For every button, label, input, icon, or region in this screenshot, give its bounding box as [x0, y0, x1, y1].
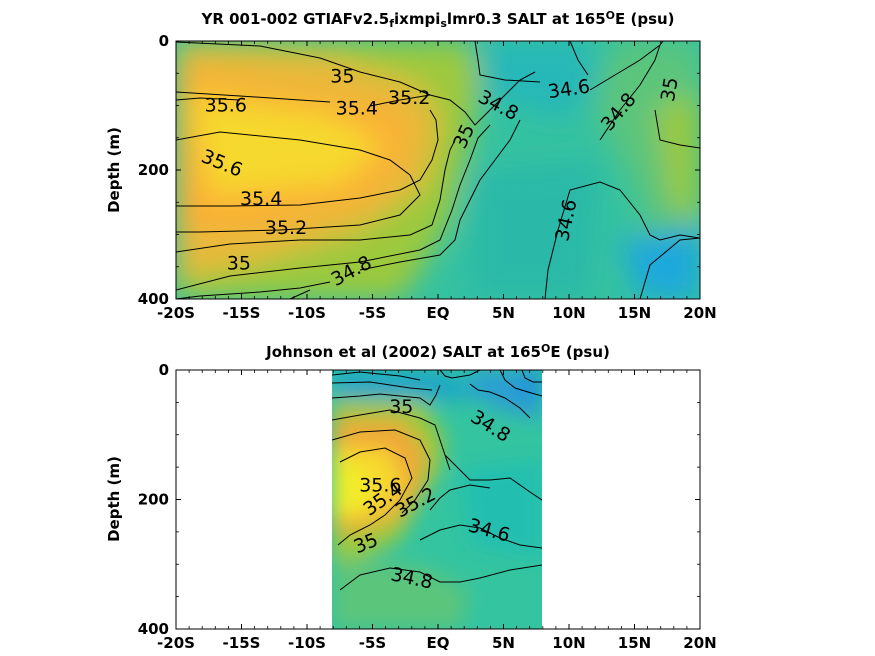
- contour-label: 35: [657, 76, 683, 104]
- x-tick-label: 20N: [683, 634, 716, 652]
- x-tick-label: -10S: [288, 634, 326, 652]
- contour-label: 35.4: [336, 98, 378, 120]
- y-axis-label: Depth (m): [105, 127, 123, 213]
- title-segment: Johnson et al (2002) SALT at 165: [265, 343, 541, 361]
- x-axis-ticks: -20S -15S -10S -5S EQ 5N 10N 15N 20N: [157, 370, 717, 652]
- x-tick-label: 20N: [683, 304, 716, 322]
- panel-model-title: YR 001-002 GTIAFv2.5fixmpislmr0.3 SALT a…: [200, 9, 674, 30]
- x-tick-label: -15S: [223, 304, 261, 322]
- y-tick-label: 200: [138, 161, 169, 179]
- title-segment: lmr0.3 SALT at 165: [447, 10, 606, 28]
- x-tick-label: -15S: [223, 634, 261, 652]
- title-segment: E (psu): [615, 10, 675, 28]
- panel-observed: Johnson et al (2002) SALT at 165OE (psu): [105, 342, 717, 652]
- x-tick-label: 10N: [552, 634, 585, 652]
- contour-label: 35: [330, 65, 354, 87]
- field-shading: [176, 41, 700, 299]
- y-tick-label: 0: [159, 361, 169, 379]
- title-segment: E (psu): [550, 343, 610, 361]
- contour-label: 35: [227, 253, 251, 275]
- x-tick-label: 5N: [492, 304, 515, 322]
- x-tick-label: -10S: [288, 304, 326, 322]
- title-segment: O: [541, 342, 550, 355]
- x-tick-label: -20S: [157, 634, 195, 652]
- contour-label: 35.4: [240, 188, 282, 210]
- x-tick-label: -5S: [359, 304, 386, 322]
- x-tick-label: 15N: [618, 634, 651, 652]
- x-tick-label: -5S: [359, 634, 386, 652]
- y-axis-label: Depth (m): [105, 456, 123, 542]
- x-tick-label: 15N: [618, 304, 651, 322]
- title-segment: f: [389, 17, 394, 30]
- x-axis-ticks: -20S -15S -10S -5S EQ 5N 10N 15N 20N: [157, 41, 717, 322]
- panel-observed-title: Johnson et al (2002) SALT at 165OE (psu): [265, 342, 610, 361]
- title-segment: YR 001-002 GTIAFv2.5: [200, 10, 389, 28]
- y-tick-label: 0: [159, 32, 169, 50]
- x-tick-label: -20S: [157, 304, 195, 322]
- x-tick-label: 5N: [492, 634, 515, 652]
- x-tick-label: EQ: [427, 634, 450, 652]
- y-tick-label: 400: [138, 290, 169, 308]
- title-segment: O: [606, 9, 615, 22]
- y-axis-ticks: 0 200 400: [138, 361, 700, 638]
- title-segment: s: [440, 17, 447, 30]
- contour-label: 35.2: [265, 217, 307, 239]
- contour-label: 35.2: [388, 87, 430, 109]
- y-tick-label: 400: [138, 620, 169, 638]
- contour-label: 35.6: [205, 95, 247, 117]
- panel-model: YR 001-002 GTIAFv2.5fixmpislmr0.3 SALT a…: [105, 9, 717, 322]
- x-tick-label: 10N: [552, 304, 585, 322]
- y-axis-ticks: 0 200 400: [138, 32, 700, 308]
- x-tick-label: EQ: [427, 304, 450, 322]
- y-tick-label: 200: [138, 491, 169, 509]
- title-segment: ixmpi: [394, 10, 440, 28]
- contour-lines: [332, 370, 542, 591]
- contour-label: 35.6: [359, 474, 401, 496]
- field-shading: [332, 370, 542, 629]
- contour-label: 35: [389, 396, 413, 418]
